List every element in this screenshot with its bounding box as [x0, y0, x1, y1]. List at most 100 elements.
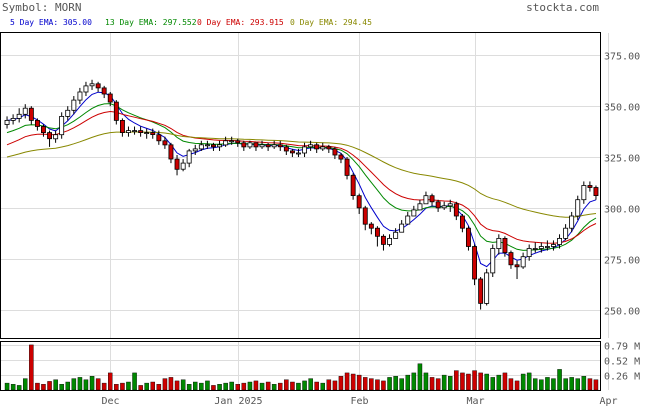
volume-bar	[569, 377, 574, 391]
candle-body	[356, 195, 362, 209]
price-tick-label: 350.00	[604, 103, 640, 114]
candle-body	[575, 199, 581, 217]
month-tick-label: Dec	[101, 396, 119, 406]
volume-bar	[575, 378, 581, 391]
candle-body	[192, 148, 198, 152]
volume-bar	[490, 377, 496, 391]
candle-body	[308, 144, 314, 148]
volume-bar	[393, 376, 398, 391]
volume-bar	[314, 381, 319, 391]
volume-bar	[192, 381, 198, 391]
volume-bar	[83, 379, 89, 391]
volume-bar	[302, 380, 307, 391]
volume-bar	[356, 374, 362, 391]
volume-bar	[41, 384, 46, 391]
candle-body	[28, 107, 34, 121]
candle-body	[71, 99, 77, 111]
candle-body	[126, 130, 131, 134]
volume-bar	[259, 382, 265, 391]
candle-body	[253, 142, 259, 148]
candle-body	[241, 142, 247, 148]
volume-bar	[35, 382, 40, 391]
volume-bar	[290, 381, 295, 391]
volume-bar	[156, 384, 162, 391]
candle-body	[4, 120, 10, 125]
candle-body	[41, 126, 46, 133]
volume-bar	[326, 379, 332, 391]
volume-bar	[205, 380, 210, 391]
candle-body	[65, 109, 71, 117]
candle-body	[593, 187, 599, 197]
volume-bar	[4, 382, 10, 391]
volume-bar	[180, 379, 186, 391]
volume-bar	[514, 380, 520, 391]
candle-body	[180, 162, 186, 170]
volume-bar	[16, 385, 22, 391]
volume-bar	[235, 384, 240, 391]
candle-body	[338, 154, 344, 160]
candle-body	[217, 144, 222, 148]
candle-body	[326, 146, 332, 150]
volume-bar	[478, 372, 483, 391]
candle-body	[162, 140, 168, 146]
candle-body	[59, 116, 65, 136]
candle-body	[526, 248, 532, 258]
legend-ema-13: 13 Day EMA: 297.552	[105, 18, 197, 27]
volume-bar	[47, 381, 52, 391]
candle-body	[344, 158, 350, 176]
volume-bar	[411, 372, 417, 391]
candle-body	[557, 237, 562, 245]
volume-tick-label: 0.79 M	[604, 342, 640, 353]
volume-bar	[107, 372, 113, 391]
candle-body	[538, 246, 544, 249]
candle-body	[417, 203, 423, 211]
candle-body	[156, 134, 162, 142]
ema-20-line	[6, 110, 597, 244]
candle-body	[132, 130, 137, 133]
candle-body	[502, 237, 508, 253]
candle-body	[120, 120, 125, 134]
candle-body	[168, 144, 174, 160]
candle-body	[587, 185, 593, 188]
candle-body	[283, 146, 289, 152]
volume-bar	[271, 384, 277, 391]
candle-body	[374, 227, 380, 237]
volume-bar	[211, 385, 216, 391]
month-tick-label: Apr	[599, 396, 617, 406]
candle-body	[478, 278, 484, 304]
candle-body	[198, 144, 204, 150]
volume-tick-label: 0.52 M	[604, 357, 640, 368]
volume-bar	[496, 374, 502, 391]
candle-body	[107, 93, 113, 103]
volume-bar	[247, 381, 253, 391]
candle-body	[83, 85, 89, 93]
volume-bar	[186, 384, 192, 391]
volume-bar	[502, 372, 508, 391]
volume-bar	[126, 381, 131, 391]
price-tick-label: 275.00	[604, 256, 640, 267]
candle-body	[295, 152, 301, 155]
volume-bar	[587, 378, 593, 391]
legend-ema-50: 0 Day EMA: 294.45	[290, 18, 372, 27]
volume-panel-frame	[0, 341, 601, 391]
volume-bar	[229, 381, 234, 391]
candle-body	[387, 237, 392, 245]
candle-body	[532, 248, 538, 250]
volume-bar	[533, 378, 538, 391]
price-panel-frame	[0, 32, 601, 339]
volume-bar	[162, 378, 168, 391]
legend-ema-20: 0 Day EMA: 293.915	[197, 18, 284, 27]
volume-bar	[557, 369, 562, 391]
candle-body	[150, 132, 156, 136]
candle-body	[138, 130, 144, 134]
price-tick-label: 325.00	[604, 154, 640, 165]
volume-bar	[71, 378, 77, 391]
volume-bar	[284, 379, 289, 391]
volume-bar	[454, 370, 459, 391]
candle-body	[10, 118, 16, 121]
price-tick-label: 250.00	[604, 307, 640, 318]
candle-body	[514, 264, 520, 268]
volume-bar	[344, 372, 350, 391]
candle-body	[551, 244, 556, 247]
volume-bar	[484, 373, 489, 391]
